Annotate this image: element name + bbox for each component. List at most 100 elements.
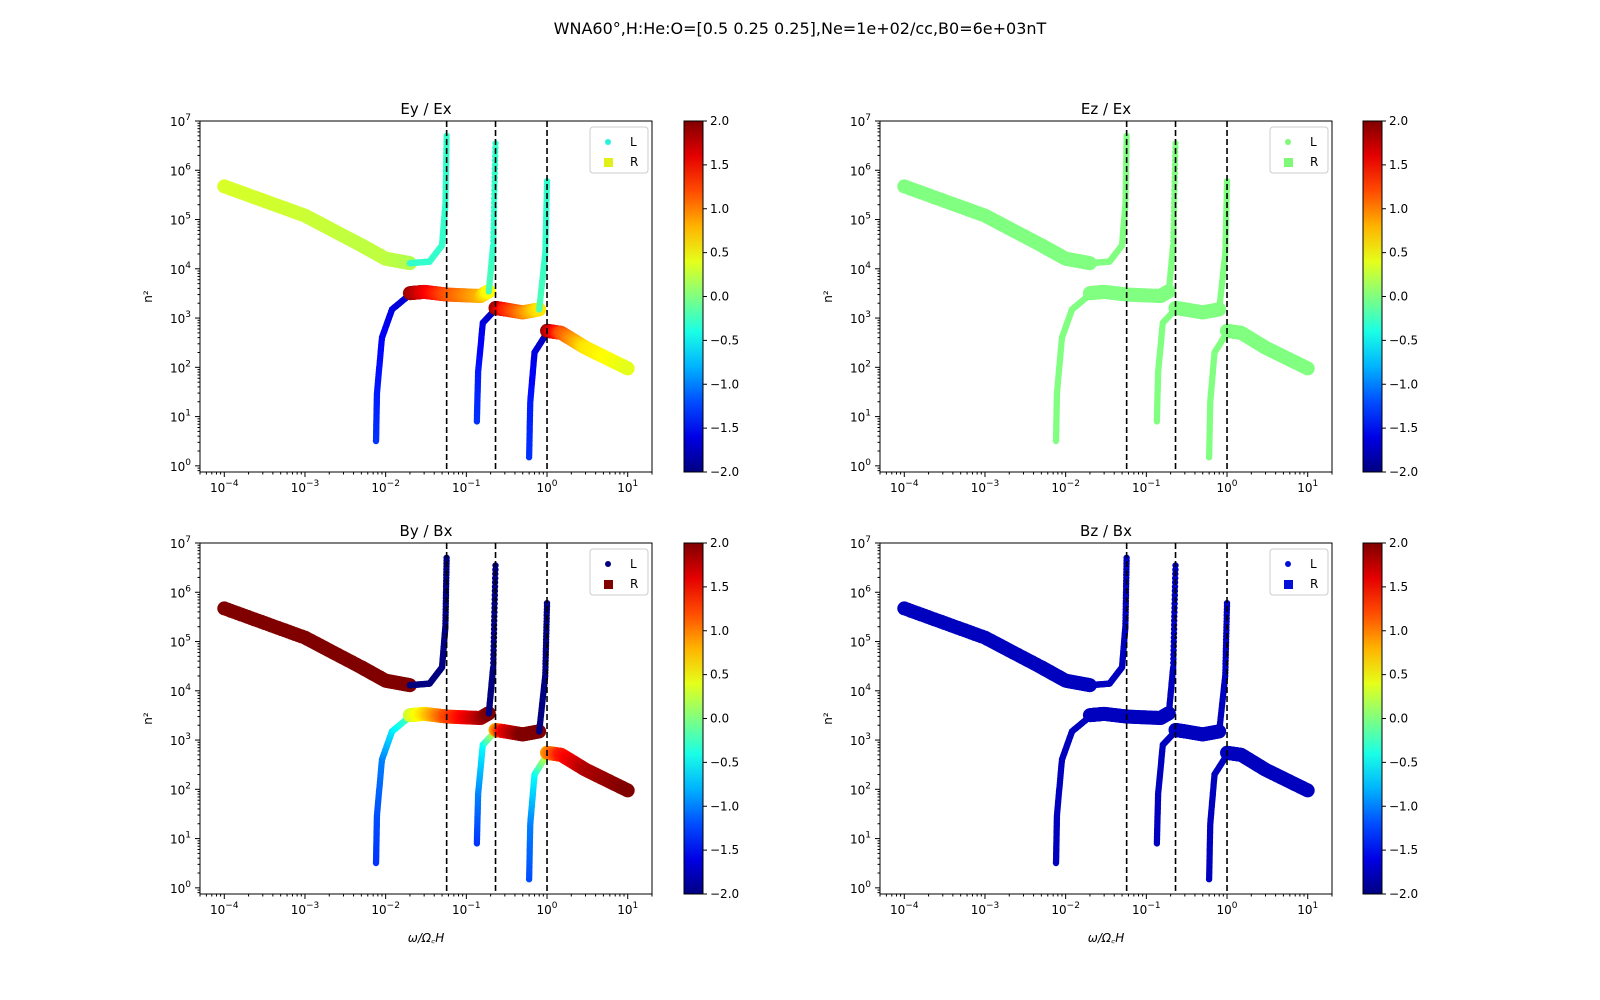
series-R-9 [1220, 323, 1315, 376]
series-L-2 [1052, 713, 1094, 867]
colorbar-tick-label: 0.5 [710, 246, 729, 260]
y-tick-label: 101 [850, 831, 871, 847]
axes-frame [199, 542, 653, 895]
series-L-8 [1205, 751, 1231, 883]
colorbar [1362, 120, 1383, 473]
series-R-0 [217, 601, 417, 693]
series-L-2 [372, 713, 414, 867]
x-tick-label: 101 [1297, 479, 1318, 495]
legend-marker-L [1285, 139, 1291, 145]
y-tick-label: 106 [850, 584, 871, 600]
legend-marker-L [605, 139, 611, 145]
x-tick-label: 10−1 [452, 479, 481, 495]
colorbar-tick-label: 1.5 [710, 580, 729, 594]
colorbar-tick-label: 2.0 [710, 536, 729, 550]
series-L-4 [485, 562, 499, 717]
series-L-1 [1086, 132, 1130, 267]
colorbar-tick-label: 0.5 [1389, 246, 1408, 260]
legend-label-R: R [630, 577, 638, 591]
colorbar-tick-label: −0.5 [710, 755, 739, 769]
colorbar-tick-label: −1.0 [710, 799, 739, 813]
series-L-7 [1216, 178, 1231, 313]
axes-frame [879, 542, 1333, 895]
legend-label-L: L [1310, 135, 1317, 149]
colorbar-tick-label: −2.0 [1389, 887, 1418, 901]
x-tick-label: 10−4 [890, 901, 919, 917]
series-R-3 [1082, 706, 1176, 725]
y-tick-label: 103 [170, 732, 191, 748]
x-tick-label: 10−2 [371, 901, 400, 917]
x-axis-label: ω/Ω꜀H [408, 931, 444, 945]
y-axis-label: n² [141, 712, 155, 725]
colorbar-tick-label: −1.5 [710, 421, 739, 435]
x-axis-label: ω/Ω꜀H [1088, 931, 1124, 945]
x-tick-label: 10−1 [452, 901, 481, 917]
y-tick-label: 104 [170, 683, 191, 699]
y-tick-label: 106 [170, 162, 191, 178]
legend-box [589, 548, 649, 596]
colorbar-tick-label: −1.5 [710, 843, 739, 857]
colorbar-tick-label: 2.0 [710, 114, 729, 128]
legend-box [1269, 548, 1329, 596]
y-tick-label: 101 [170, 831, 191, 847]
y-tick-label: 107 [850, 535, 871, 551]
colorbar-tick-label: 1.0 [1389, 624, 1408, 638]
y-tick-label: 107 [170, 535, 191, 551]
y-tick-label: 105 [170, 634, 191, 650]
data-point [620, 783, 635, 798]
y-tick-label: 106 [170, 584, 191, 600]
y-tick-label: 103 [850, 732, 871, 748]
legend-label-R: R [630, 155, 638, 169]
colorbar-tick-label: 0.5 [1389, 668, 1408, 682]
y-tick-label: 103 [170, 310, 191, 326]
y-tick-label: 105 [850, 634, 871, 650]
colorbar-tick-label: 0.0 [710, 290, 729, 304]
x-tick-label: 10−3 [291, 479, 320, 495]
colorbar-tick-label: −1.5 [1389, 421, 1418, 435]
colorbar-tick-label: −2.0 [1389, 465, 1418, 479]
x-tick-label: 101 [617, 479, 638, 495]
x-tick-label: 101 [617, 901, 638, 917]
colorbar-tick-label: 1.0 [710, 624, 729, 638]
colorbar-tick-label: 1.5 [1389, 158, 1408, 172]
data-layer [897, 132, 1315, 461]
y-tick-label: 103 [850, 310, 871, 326]
y-axis-label: n² [821, 712, 835, 725]
x-tick-label: 10−4 [210, 479, 239, 495]
y-tick-label: 102 [170, 781, 191, 797]
series-L-1 [406, 554, 450, 689]
x-tick-label: 10−4 [210, 901, 239, 917]
y-tick-label: 100 [850, 880, 871, 896]
colorbar-tick-label: −1.0 [1389, 377, 1418, 391]
colorbar [683, 542, 704, 895]
colorbar-tick-label: 1.0 [1389, 202, 1408, 216]
x-tick-label: 100 [1217, 901, 1238, 917]
data-layer [217, 554, 635, 883]
legend-label-L: L [1310, 557, 1317, 571]
y-tick-label: 100 [170, 880, 191, 896]
series-L-7 [536, 178, 551, 313]
x-tick-label: 101 [1297, 901, 1318, 917]
legend-marker-L [605, 561, 611, 567]
x-tick-label: 10−3 [971, 479, 1000, 495]
colorbar-tick-label: −0.5 [1389, 755, 1418, 769]
panel-2: Ez / Ex 10−4 10−3 10−2 10−1 100 101 100 101 102 10… [821, 100, 1418, 495]
colorbar-tick-label: 1.5 [1389, 580, 1408, 594]
y-tick-label: 107 [170, 113, 191, 129]
colorbar-tick-label: −1.0 [710, 377, 739, 391]
axes-frame [199, 120, 653, 473]
data-point [543, 600, 551, 607]
data-point [543, 178, 551, 185]
y-axis-label: n² [821, 290, 835, 303]
series-L-8 [525, 751, 551, 883]
colorbar-tick-label: 2.0 [1389, 536, 1408, 550]
y-tick-label: 104 [850, 261, 871, 277]
series-L-5 [1153, 728, 1179, 847]
panel-title: Ez / Ex [1081, 100, 1131, 118]
data-point [1223, 178, 1231, 185]
data-point [1300, 783, 1315, 798]
y-tick-label: 100 [170, 458, 191, 474]
colorbar [1362, 542, 1383, 895]
series-L-2 [1052, 291, 1094, 445]
colorbar-tick-label: 1.5 [710, 158, 729, 172]
